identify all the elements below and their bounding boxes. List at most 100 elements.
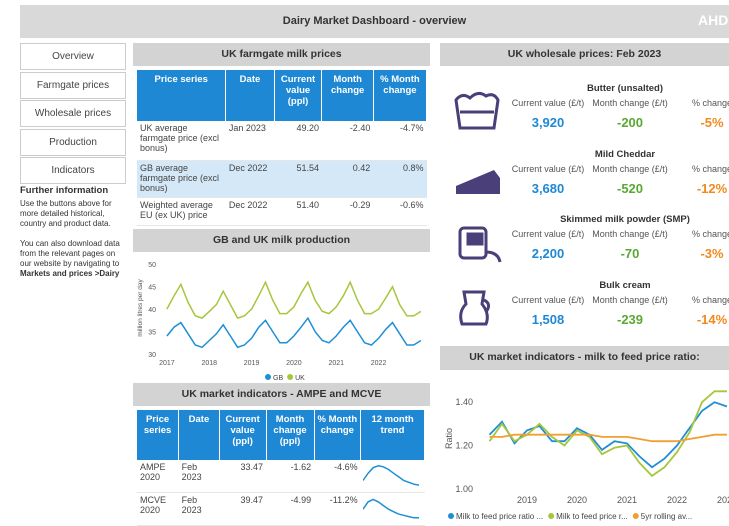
value: 3,680 (531, 180, 565, 196)
header-title: Dairy Market Dashboard - overview (282, 15, 467, 27)
nav-button[interactable]: Overview (20, 43, 126, 70)
table-cell: -0.6% (373, 197, 427, 226)
nav-button[interactable]: Wholesale prices (20, 100, 126, 127)
value-label: % change (691, 98, 729, 108)
product-name: Mild Cheddar (594, 148, 656, 160)
legend-marker (265, 374, 271, 380)
value: -3% (700, 246, 724, 261)
series-line (488, 401, 728, 469)
product-name: Skimmed milk powder (SMP) (560, 214, 690, 225)
table-cell: 33.47 (219, 460, 267, 493)
y-axis-label: Ratio (444, 428, 454, 449)
nav-button[interactable]: Indicators (20, 157, 126, 184)
table-cell: 51.40 (274, 197, 322, 226)
table-cell: 0.8% (373, 160, 427, 198)
table-cell: Weighted average EU (ex UK) price (137, 197, 226, 226)
nav-button[interactable]: Farmgate prices (20, 71, 126, 99)
indicators-table: Price series Date Current value (ppl) Month… (137, 410, 425, 526)
further-info-text: You can also download data from the rele… (20, 239, 128, 279)
table-row: Weighted average EU (ex UK) price Dec 202… (137, 197, 427, 226)
table-row: AMPE 2020 Feb 2023 33.47 -1.62 -4.6% (137, 460, 425, 493)
x-tick-label: 2022 (667, 495, 687, 505)
column-header: Price series (137, 410, 180, 460)
value: -12% (696, 180, 728, 196)
table-cell: -4.99 (266, 492, 315, 526)
legend-label: Milk to feed price r... (556, 512, 628, 521)
column-header: % Month change (314, 410, 362, 460)
cheese-icon (456, 170, 500, 194)
legend-marker (448, 513, 454, 519)
further-info-text: Use the buttons above for more detailed … (20, 199, 112, 228)
table-cell: -1.62 (266, 460, 315, 493)
value: 1,508 (531, 311, 565, 327)
legend: GB UK (265, 374, 305, 382)
legend: Milk to feed price ratio ... Milk to feed… (448, 512, 692, 521)
table-cell: Dec 2022 (225, 160, 275, 198)
x-tick-label: 2021 (328, 360, 344, 367)
table-cell: AMPE 2020 (137, 460, 179, 493)
value: -70 (620, 246, 640, 261)
production-chart: 30 35 40 45 50 2017 2018 2019 2020 2021 2022 millio… (137, 262, 422, 382)
table-cell: -4.6% (314, 460, 361, 493)
table-cell: 51.54 (274, 160, 322, 198)
value-label: % change (691, 229, 729, 239)
panel-header: UK market indicators - milk to feed pric… (440, 346, 729, 370)
value: -239 (616, 311, 644, 327)
column-header: Date (178, 410, 220, 460)
column-header: Date (225, 70, 275, 121)
table-cell: 39.47 (219, 492, 267, 526)
table-cell: 49.20 (274, 121, 322, 161)
table-cell: Jan 2023 (225, 121, 275, 161)
column-header: Month change (ppl) (266, 410, 315, 460)
y-tick-label: 40 (148, 307, 156, 314)
value-label: Current value (£/t) (511, 229, 585, 239)
value-label: Month change (£/t) (592, 229, 668, 239)
header-row: Price series Date Current value (ppl) Month… (137, 410, 425, 460)
legend-label: Milk to feed price ratio ... (456, 512, 543, 521)
value-label: Month change (£/t) (592, 163, 668, 174)
table-cell: UK average farmgate price (excl bonus) (137, 121, 226, 161)
butter-icon (454, 91, 500, 130)
table-cell: GB average farmgate price (excl bonus) (137, 160, 226, 198)
x-tick-label: 2023 (717, 495, 729, 505)
legend-label: GB (273, 375, 283, 382)
column-header: Current value (ppl) (219, 410, 267, 460)
x-tick-label: 2019 (517, 495, 537, 505)
panel-header: UK farmgate milk prices (133, 43, 430, 66)
column-header: Month change (321, 70, 374, 121)
sparkline (362, 498, 419, 519)
table-cell: Feb 2023 (178, 492, 220, 526)
table-cell: MCVE 2020 (137, 492, 179, 526)
column-header: % Month change (373, 70, 428, 121)
value-label: % change (691, 163, 729, 174)
farmgate-table: Price series Date Current value (ppl) Month… (137, 70, 428, 226)
x-tick-label: 2020 (567, 495, 587, 505)
legend-label: 5yr rolling av... (641, 512, 692, 521)
column-header: Current value (ppl) (274, 70, 323, 121)
trend-cell (360, 460, 425, 493)
trend-cell (360, 492, 425, 526)
x-tick-label: 2022 (371, 360, 387, 367)
table-row: MCVE 2020 Feb 2023 39.47 -4.99 -11.2% (137, 492, 425, 526)
y-tick-label: 1.40 (455, 397, 473, 407)
x-tick-label: 2021 (617, 495, 637, 505)
legend-marker (287, 374, 294, 380)
panel-header: GB and UK milk production (133, 229, 430, 252)
x-tick-label: 2020 (286, 360, 302, 367)
table-cell: 0.42 (321, 160, 374, 198)
panel-header: UK market indicators - AMPE and MCVE (133, 383, 430, 406)
value: -5% (700, 115, 724, 130)
product-name: Butter (unsalted) (587, 83, 663, 94)
value: -14% (696, 311, 728, 327)
table-row: UK average farmgate price (excl bonus) Ja… (137, 121, 427, 161)
table-cell: -0.29 (321, 197, 374, 226)
x-tick-label: 2018 (201, 360, 217, 367)
header-bar: Dairy Market Dashboard - overview (20, 5, 729, 38)
series-line (488, 390, 727, 478)
y-tick-label: 30 (148, 352, 156, 359)
table-cell: -2.40 (321, 121, 374, 161)
product-icons (454, 91, 502, 326)
column-header: Price series (137, 70, 227, 121)
nav-button[interactable]: Production (20, 128, 126, 156)
